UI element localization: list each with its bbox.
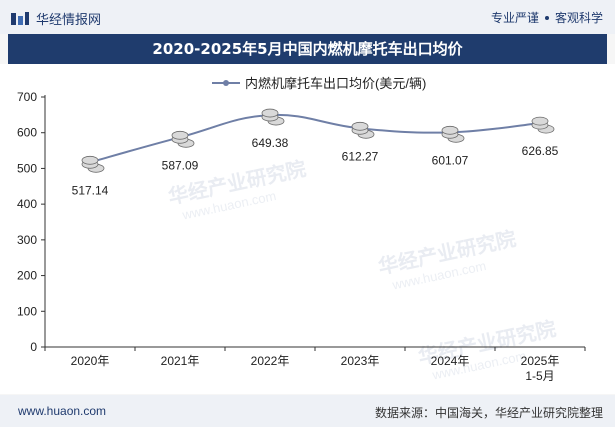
data-label: 587.09 — [162, 158, 199, 172]
slogan-tag-2: 客观科学 — [554, 11, 603, 25]
y-tick-label: 300 — [17, 233, 37, 247]
data-point-coin-icon — [441, 125, 465, 143]
brand[interactable]: 华经情报网 — [10, 9, 101, 28]
slogan-tag-1: 专业严谨 — [490, 11, 539, 25]
legend-marker — [223, 80, 229, 86]
x-tick-label: 2022年 — [251, 354, 290, 368]
data-label: 649.38 — [252, 136, 289, 150]
x-tick-label: 2024年 — [431, 354, 470, 368]
y-tick-label: 200 — [17, 269, 37, 283]
slogan: 专业严谨 客观科学 — [491, 9, 603, 26]
brand-name: 华经情报网 — [36, 12, 102, 27]
data-point-coin-icon — [81, 155, 105, 173]
y-tick-label: 600 — [17, 126, 37, 140]
legend-label: 内燃机摩托车出口均价(美元/辆) — [245, 76, 426, 91]
x-tick-label: 2025年 — [521, 354, 560, 368]
y-tick-label: 500 — [17, 161, 37, 175]
data-label: 612.27 — [342, 149, 379, 163]
y-tick-label: 400 — [17, 197, 37, 211]
top-bar: 华经情报网 专业严谨 客观科学 — [0, 0, 615, 34]
x-tick-label: 2023年 — [341, 354, 380, 368]
y-tick-label: 100 — [17, 304, 37, 318]
y-tick-label: 0 — [30, 340, 37, 354]
y-tick-label: 700 — [17, 90, 37, 104]
data-point-coin-icon — [261, 108, 285, 126]
data-point-coin-icon — [531, 116, 555, 134]
series-line — [89, 113, 541, 164]
data-label: 517.14 — [72, 183, 109, 197]
chart-title: 2020-2025年5月中国内燃机摩托车出口均价 — [8, 34, 607, 64]
footer-source: 数据来源：中国海关，华经产业研究院整理 — [374, 406, 603, 420]
chart-area: 华经产业研究院 www.huaon.com 华经产业研究院 www.huaon.com… — [0, 64, 615, 394]
x-tick-label: 2021年 — [161, 354, 200, 368]
footer: www.huaon.com 数据来源：中国海关，华经产业研究院整理 — [0, 395, 615, 427]
data-label: 601.07 — [432, 153, 469, 167]
separator-dot-icon — [544, 15, 549, 20]
data-point-coin-icon — [171, 130, 195, 148]
brand-logo-icon — [11, 11, 29, 25]
line-chart: 华经产业研究院www.huaon.com华经产业研究院www.huaon.com… — [17, 76, 586, 383]
x-tick-label: 2020年 — [71, 354, 110, 368]
data-label: 626.85 — [522, 144, 559, 158]
data-point-coin-icon — [351, 121, 375, 139]
x-tick-label: 1-5月 — [525, 369, 554, 383]
footer-website[interactable]: www.huaon.com — [18, 404, 107, 418]
